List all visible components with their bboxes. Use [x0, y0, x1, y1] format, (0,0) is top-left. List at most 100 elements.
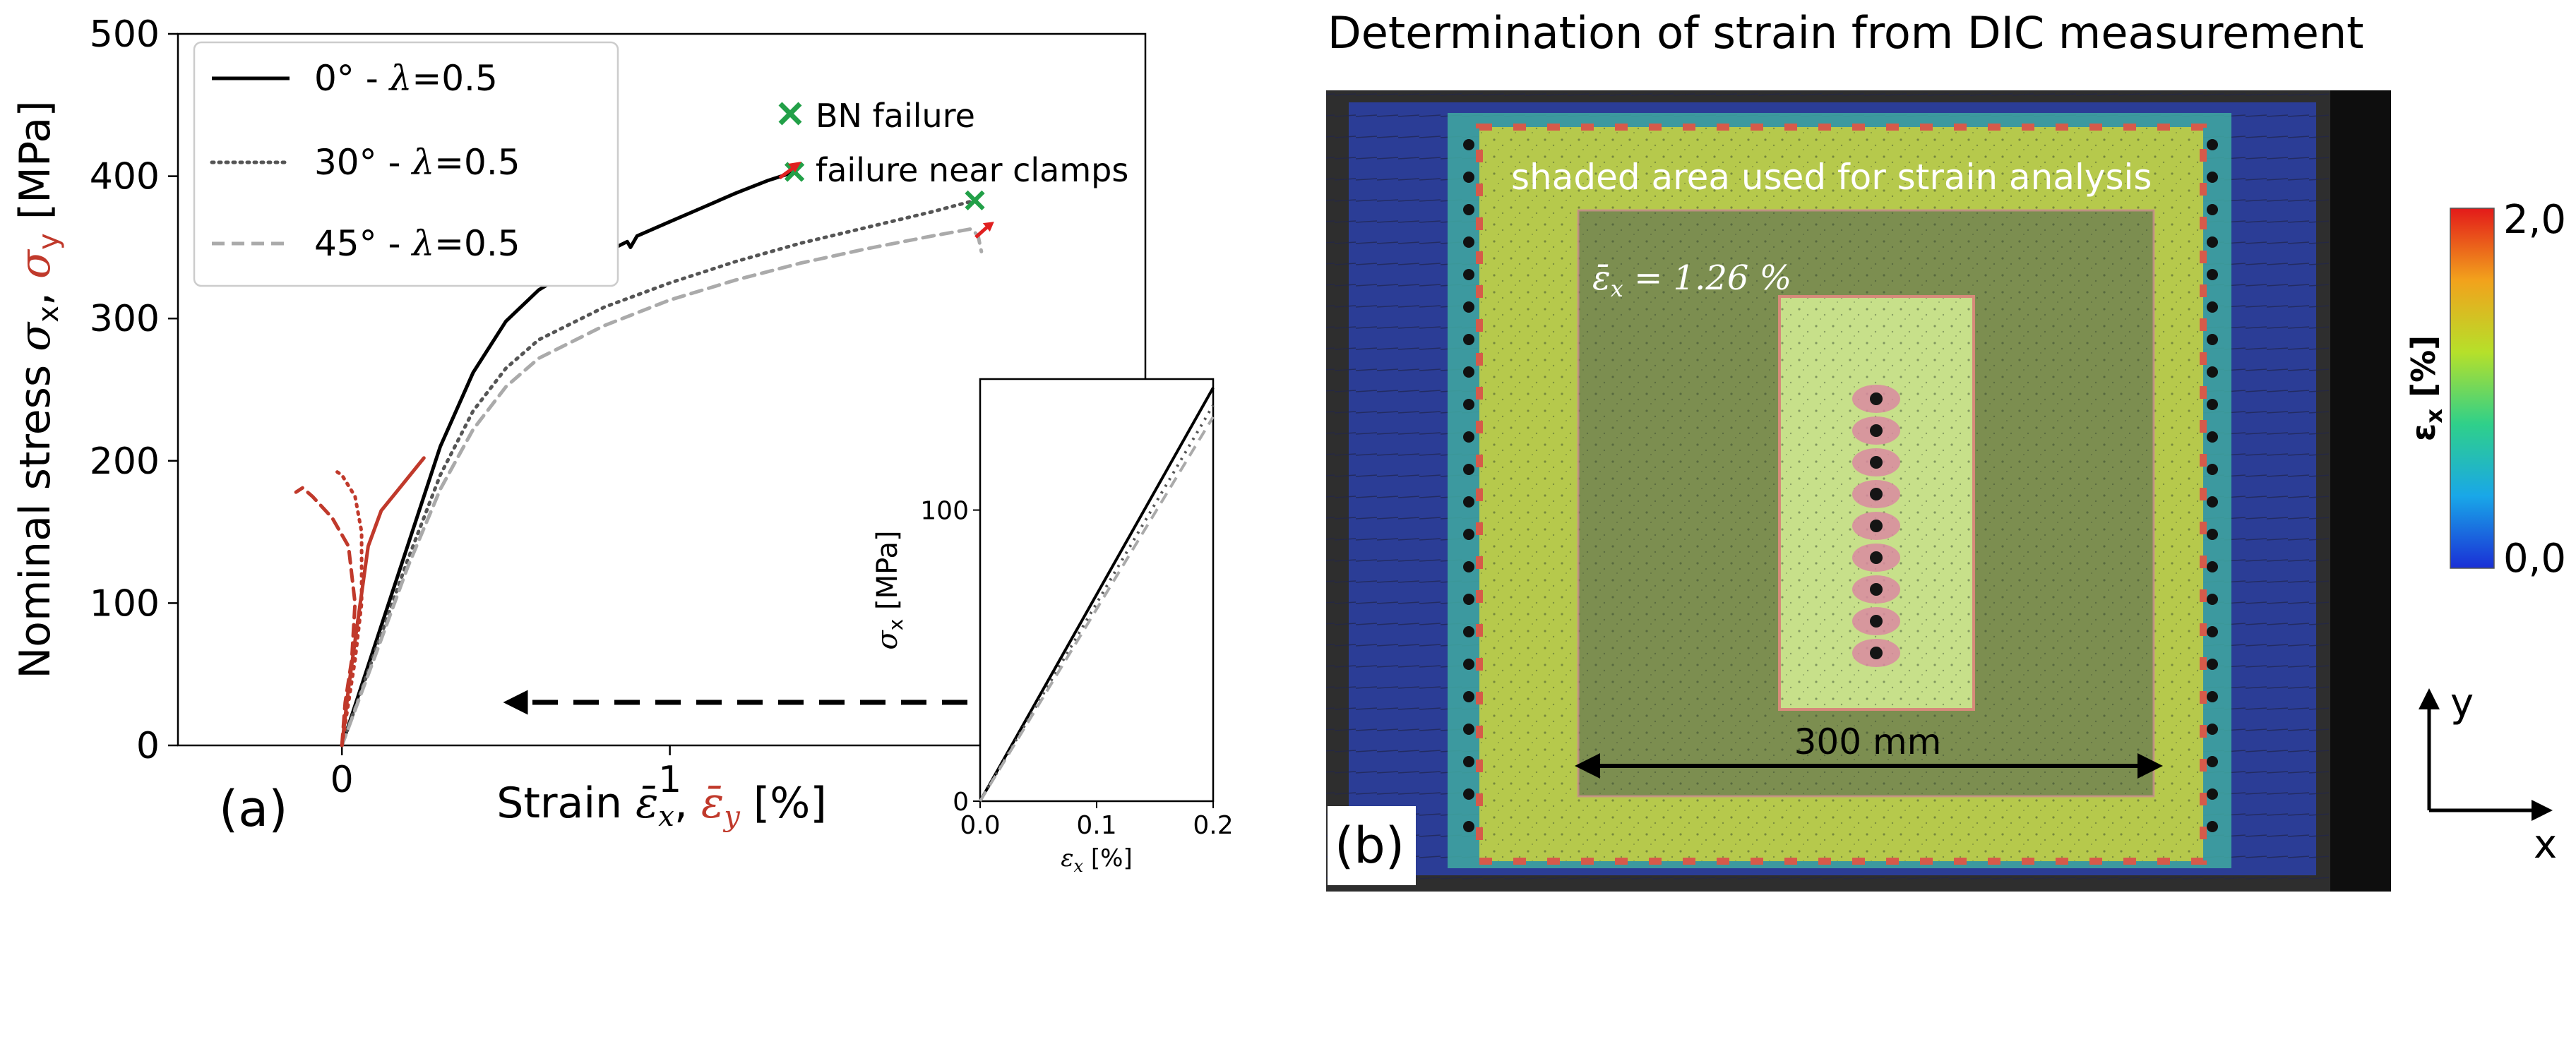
clamp-dot-left	[1463, 236, 1474, 248]
x-tick-label: 1	[658, 759, 681, 801]
panel-b: Determination of strain from DIC measure…	[1326, 7, 2566, 892]
y-axis-ticks: 0 100 200 300 400 500	[90, 13, 178, 767]
colorbar-label: εx [%]	[2404, 335, 2447, 441]
mean-strain-annotation: ε̄x = 1.26 %	[1592, 258, 1791, 302]
clamp-dot-right	[2207, 626, 2218, 637]
colorbar-max-label: 2,0	[2503, 197, 2566, 243]
marker-legend: BN failure failure near clamps	[778, 97, 1128, 189]
y-axis-label: Nominal stress σx, σy [MPa]	[11, 100, 65, 678]
clamp-dot-left	[1463, 366, 1474, 378]
dic-image: shaded area used for strain analysis ε̄x…	[1326, 90, 2391, 892]
clamp-dot-right	[2207, 172, 2218, 183]
legend-label-2: 45° - λ=0.5	[314, 223, 520, 264]
failure-x-marker	[965, 190, 985, 210]
hole	[1852, 544, 1900, 572]
clamp-dot-left	[1463, 301, 1474, 313]
y-direction-label: y	[2450, 680, 2474, 726]
failure-markers	[784, 162, 994, 239]
panel-label-b: (b)	[1335, 817, 1405, 875]
clamp-dot-left	[1463, 691, 1474, 702]
clamp-dot-left	[1463, 139, 1474, 150]
clamp-dot-right	[2207, 139, 2218, 150]
y-tick-label: 0	[136, 725, 160, 767]
shaded-area-annotation: shaded area used for strain analysis	[1511, 157, 2152, 198]
clamp-dot-right	[2207, 366, 2218, 378]
clamp-dot-left	[1463, 659, 1474, 670]
y-tick-label: 300	[90, 298, 160, 340]
hole-row	[1852, 385, 1900, 667]
x-axis-label: Strain ε̄x, ε̄y [%]	[496, 779, 826, 833]
clamp-dot-right	[2207, 496, 2218, 508]
series-line-1	[340, 198, 977, 748]
x-direction-label: x	[2534, 822, 2557, 868]
clamp-dot-right	[2207, 334, 2218, 345]
clamp-dot-right	[2207, 529, 2218, 540]
clamp-dot-right	[2207, 301, 2218, 313]
clamp-dot-right	[2207, 756, 2218, 767]
colorbar-gradient	[2450, 208, 2495, 569]
x-axis-ticks: 012	[330, 745, 1010, 801]
colorbar-min-label: 0,0	[2503, 536, 2566, 582]
series-line-5	[294, 486, 357, 748]
panel-label-b-box	[1328, 806, 1416, 885]
clamp-dot-right	[2207, 204, 2218, 215]
clamp-dot-right	[2207, 659, 2218, 670]
inset-x-tick-label: 0.2	[1193, 811, 1233, 840]
hole	[1852, 639, 1900, 667]
marker-legend-label-0: BN failure	[816, 97, 975, 135]
hole	[1852, 385, 1900, 413]
y-tick-label: 200	[90, 440, 160, 483]
clamp-dot-right	[2207, 788, 2218, 800]
clamp-dot-right	[2207, 269, 2218, 280]
clamp-dot-right	[2207, 594, 2218, 605]
clamp-dot-left	[1463, 561, 1474, 572]
series-line-2	[340, 227, 984, 748]
inset-x-tick-label: 0.0	[960, 811, 1000, 840]
clamp-dot-right	[2207, 561, 2218, 572]
inset-series-line-2	[979, 416, 1215, 803]
inset-y-tick-label: 100	[920, 497, 969, 526]
clamp-dot-left	[1463, 269, 1474, 280]
clamp-dot-right	[2207, 464, 2218, 475]
clamp-dot-left	[1463, 334, 1474, 345]
clamp-dot-right	[2207, 236, 2218, 248]
clamp-points	[1463, 139, 2218, 832]
clamp-dot-left	[1463, 756, 1474, 767]
y-tick-label: 100	[90, 582, 160, 625]
legend: 0° - λ=0.5 30° - λ=0.5 45° - λ=0.5	[193, 41, 619, 287]
failure-arrow-marker	[974, 222, 994, 239]
inset-series-line-0	[979, 387, 1215, 802]
legend-label-1: 30° - λ=0.5	[314, 142, 520, 183]
series-line-3	[340, 456, 426, 748]
y-tick-label: 400	[90, 156, 160, 198]
clamp-dot-left	[1463, 821, 1474, 832]
clamp-dot-left	[1463, 788, 1474, 800]
x-tick-label: 0	[330, 759, 354, 801]
clamp-dot-right	[2207, 821, 2218, 832]
inset-ticks: 0.0 0.1 0.2 0 100	[920, 497, 1233, 840]
panel-b-title: Determination of strain from DIC measure…	[1328, 7, 2363, 59]
clamp-dot-left	[1463, 496, 1474, 508]
inset-y-label: σx [MPa]	[871, 530, 907, 649]
hole	[1852, 416, 1900, 445]
panel-label-a: (a)	[219, 780, 288, 838]
clamp-dot-right	[2207, 691, 2218, 702]
bn-failure-x-icon	[778, 102, 802, 126]
clamp-dot-right	[2207, 431, 2218, 443]
hole	[1852, 512, 1900, 540]
inset-x-label: εx [%]	[1061, 844, 1132, 876]
marker-legend-label-1: failure near clamps	[816, 151, 1128, 189]
series-line-4	[333, 469, 364, 748]
clamp-dot-left	[1463, 464, 1474, 475]
clamp-dot-left	[1463, 399, 1474, 410]
clamp-dot-left	[1463, 626, 1474, 637]
clamp-dot-right	[2207, 724, 2218, 735]
clamp-dot-left	[1463, 529, 1474, 540]
inset-x-tick-label: 0.1	[1076, 811, 1116, 840]
failure-x-marker	[784, 162, 805, 182]
legend-label-0: 0° - λ=0.5	[314, 58, 498, 99]
inset-y-tick-label: 0	[953, 788, 969, 817]
colorbar: 2,0 0,0 εx [%]	[2404, 197, 2566, 582]
